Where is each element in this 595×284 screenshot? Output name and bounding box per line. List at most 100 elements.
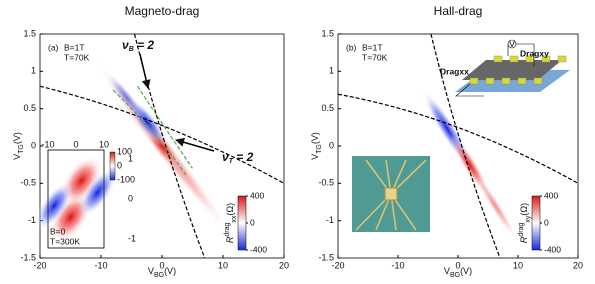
panel: -20 -10 0 10 20-1.5-1-0.500.511.5Hall-dragVB…: [310, 4, 583, 279]
x-tick-label: -20: [331, 260, 344, 270]
schematic: V Dragxy Dragxx: [352, 39, 570, 232]
x-tick-label: 20: [573, 260, 583, 270]
inset-blue: [35, 181, 74, 230]
contact: [541, 55, 551, 63]
green-fit: [137, 85, 193, 169]
contact: [557, 55, 567, 63]
heatmap: [93, 59, 231, 233]
contact: [469, 77, 479, 85]
colorbar-label-part: (Ω): [225, 203, 235, 216]
annotation-part: B: [129, 46, 134, 53]
x-axis-label-part: BG: [154, 272, 164, 279]
y-tick-label: -0.5: [318, 178, 334, 188]
y-axis-label-part: V: [310, 154, 320, 160]
panel: -20 -10 0 10 20-1.5-1-0.500.511.5Magneto-dra…: [12, 4, 289, 279]
x-tick-label: 0: [159, 260, 164, 270]
inset-colorbar-label: 100: [117, 146, 132, 156]
colorbar-label-part: xx: [231, 215, 238, 223]
green-fit: [112, 89, 187, 177]
colorbar-tick-label: 400: [544, 190, 558, 200]
colorbar-label-part: drag: [518, 223, 525, 237]
photo-device: [384, 187, 398, 201]
annotation-part: ν: [122, 38, 129, 52]
schematic-label: Dragxx: [440, 66, 469, 76]
annotation: νB = 2: [122, 38, 154, 53]
inset-map: [35, 156, 117, 242]
inset-y-tick-label: 1: [128, 153, 133, 163]
contact: [509, 55, 519, 63]
dashed-curve: [430, 33, 501, 259]
x-tick-label: -20: [33, 260, 46, 270]
y-axis-label: VTG(V): [12, 132, 25, 160]
condition: T=70K: [362, 52, 388, 62]
meter-label: V: [509, 39, 515, 49]
y-axis-label-part: (V): [310, 132, 320, 144]
y-tick-label: -1: [326, 215, 334, 225]
condition: B=1T: [362, 42, 383, 52]
x-axis-label-part: BG: [450, 272, 460, 279]
annotation-part: T: [229, 158, 234, 165]
condition: B=1T: [64, 42, 85, 52]
colorbar-tick-label: 0: [250, 217, 255, 227]
chart-title: Magneto-drag: [125, 4, 200, 18]
y-axis-label-part: V: [12, 154, 22, 160]
schematic-label: Dragxy: [520, 48, 549, 58]
x-tick-label: -10: [94, 260, 107, 270]
inset-blue: [78, 168, 117, 217]
x-tick-label: 10: [218, 260, 228, 270]
colorbar-label-part: R: [519, 236, 529, 243]
annotation-arrow: [175, 137, 215, 152]
panel-label: (b): [346, 42, 357, 52]
y-tick-label: 1: [329, 66, 334, 76]
y-axis-label-part: (V): [12, 132, 22, 144]
inset-condition: B=0: [50, 226, 66, 236]
inset-colorbar-label: 0: [117, 160, 122, 170]
colorbar-label-part: drag: [224, 223, 231, 237]
inset-x-tick-label: -10: [41, 139, 54, 149]
x-axis-label-part: (V): [460, 266, 472, 276]
inset-colorbar: [109, 151, 116, 181]
voltmeter: [507, 39, 517, 49]
y-tick-label: -1.5: [318, 252, 334, 262]
contact: [533, 77, 543, 85]
inset-frame: [47, 149, 105, 249]
contact: [485, 77, 495, 85]
heatmap-red: [473, 171, 517, 240]
y-tick-label: 1.5: [23, 28, 36, 38]
colorbar: [531, 195, 541, 251]
dashed-curve: [39, 85, 285, 184]
heatmap-blue: [107, 73, 146, 122]
y-tick-label: 1.5: [321, 28, 334, 38]
y-tick-label: -0.5: [20, 178, 36, 188]
inset-condition: T=300K: [50, 236, 80, 246]
condition: T=70K: [64, 52, 90, 62]
colorbar-tick-label: -400: [250, 244, 267, 254]
inset-y-tick-label: -1: [128, 233, 136, 243]
annotation-arrow: [139, 53, 151, 89]
y-tick-label: 1: [31, 66, 36, 76]
x-axis-label: VBG(V): [444, 266, 472, 279]
inset-x-tick-label: 0: [73, 139, 78, 149]
y-axis-label: VTG(V): [310, 132, 323, 160]
colorbar-tick-label: 400: [250, 190, 264, 200]
contact: [517, 77, 527, 85]
y-tick-label: 0: [329, 140, 334, 150]
y-axis-label-part: TG: [316, 144, 323, 154]
colorbar-label-part: (Ω): [519, 203, 529, 216]
colorbar-label: Rdragxx(Ω): [224, 203, 238, 243]
y-tick-label: 0.5: [321, 103, 334, 113]
x-axis-label-part: (V): [164, 266, 176, 276]
inset-colorbar-label: -100: [117, 174, 135, 184]
inset-x-tick-label: 10: [99, 139, 109, 149]
inset-y-tick-label: 0: [128, 193, 133, 203]
chart-title: Hall-drag: [434, 4, 483, 18]
x-tick-label: 10: [513, 260, 523, 270]
dashed-curve: [337, 93, 579, 184]
annotation-part: ν: [222, 150, 229, 164]
device-top: [462, 60, 562, 80]
heatmap: [422, 90, 517, 240]
y-tick-label: 0: [31, 140, 36, 150]
contact: [493, 55, 503, 63]
